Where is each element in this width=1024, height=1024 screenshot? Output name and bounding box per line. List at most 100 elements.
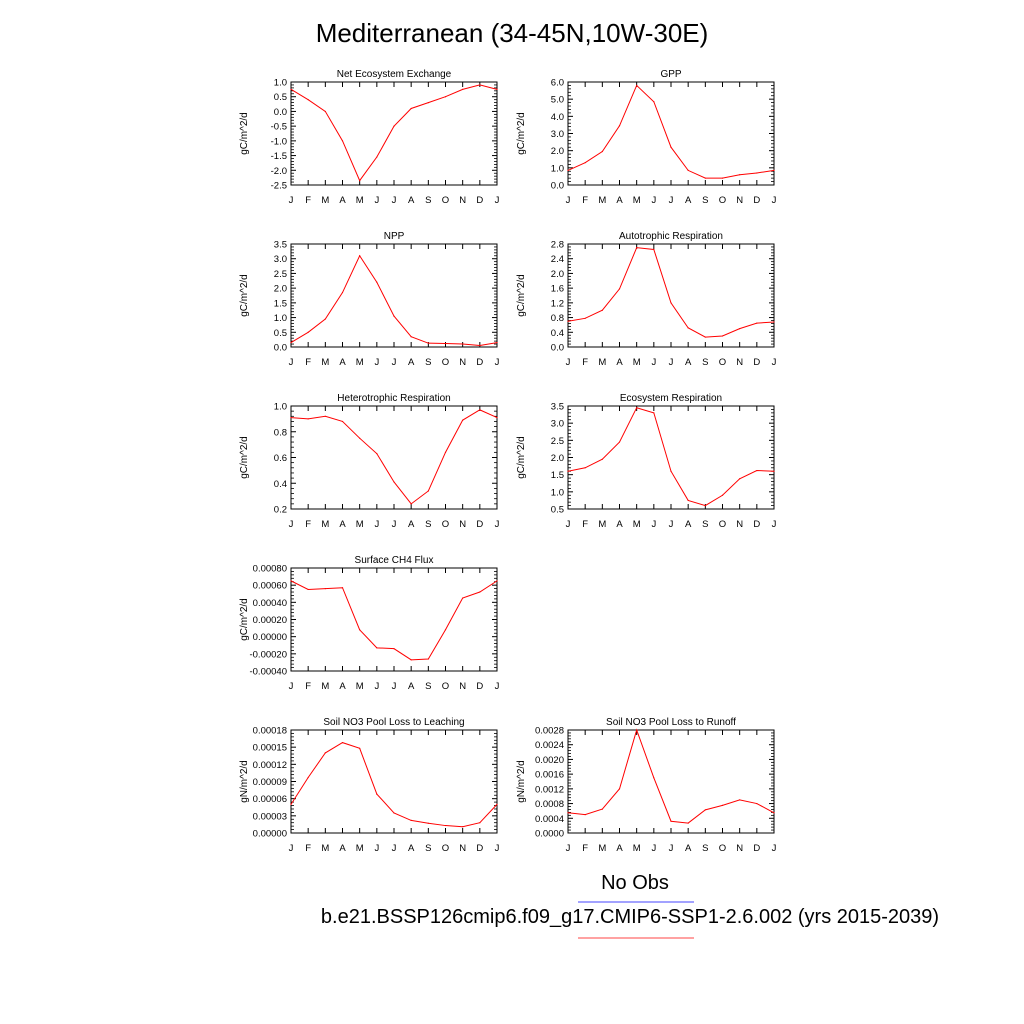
data-point	[376, 647, 378, 649]
x-tick-label: O	[442, 195, 449, 206]
data-point	[324, 110, 326, 113]
x-tick-label: N	[459, 519, 466, 530]
data-point	[567, 470, 569, 472]
x-tick-label: J	[772, 843, 777, 854]
y-tick-label: 1.5	[551, 470, 564, 481]
series-line	[290, 409, 498, 505]
x-tick-label: F	[582, 843, 588, 854]
data-point	[462, 826, 464, 828]
y-tick-label: 0.00060	[253, 581, 287, 592]
x-tick-label: F	[305, 519, 311, 530]
y-tick-label: 0.00003	[253, 811, 287, 822]
y-tick-label: 0.0000	[535, 829, 564, 840]
y-tick-label: 0.00000	[253, 632, 287, 643]
x-tick-label: F	[582, 519, 588, 530]
data-point	[687, 499, 689, 502]
data-point	[618, 288, 621, 290]
panel-ecosystem-respiration: Ecosystem Respiration gC/m^2/d 3.5 3.0 2.5 2.…	[516, 393, 777, 530]
data-point	[584, 814, 586, 816]
x-tick-label: O	[719, 519, 726, 530]
data-point	[739, 799, 741, 801]
y-tick-label: 0.00012	[253, 760, 287, 771]
y-tick-label: 0.8	[274, 427, 287, 438]
x-tick-label: M	[356, 843, 364, 854]
data-point	[704, 809, 706, 811]
x-tick-label: A	[685, 843, 692, 854]
data-point	[653, 412, 655, 414]
plot-frame	[290, 567, 498, 672]
series-line	[290, 84, 498, 182]
x-tick-label: J	[392, 843, 397, 854]
data-point	[756, 172, 758, 174]
y-tick-label: 0.4	[551, 328, 564, 339]
data-point	[410, 336, 412, 338]
x-tick-label: M	[598, 357, 606, 368]
x-tick-label: S	[702, 519, 708, 530]
x-tick-label: M	[633, 357, 641, 368]
y-tick-label: 1.6	[551, 284, 564, 295]
data-point	[721, 494, 724, 496]
x-tick-label: J	[495, 357, 500, 368]
x-tick-label: S	[425, 681, 431, 692]
panel-title: Net Ecosystem Exchange	[337, 69, 452, 80]
data-point	[756, 322, 758, 324]
y-tick-label: 1.5	[274, 298, 287, 309]
y-tick-label: 1.0	[274, 313, 287, 324]
data-point	[290, 803, 292, 805]
data-point	[427, 102, 429, 104]
data-point	[341, 420, 344, 423]
x-tick-label: D	[476, 357, 483, 368]
y-tick-label: 2.8	[551, 240, 564, 251]
x-tick-label: J	[374, 843, 379, 854]
data-point	[567, 169, 569, 172]
panel-title: Soil NO3 Pool Loss to Runoff	[606, 717, 736, 728]
y-tick-label: 5.0	[551, 95, 564, 106]
data-point	[670, 302, 672, 304]
x-tick-label: A	[616, 195, 623, 206]
x-tick-label: J	[566, 357, 571, 368]
x-tick-label: J	[772, 357, 777, 368]
x-tick-label: J	[495, 681, 500, 692]
y-tick-label: 2.0	[551, 453, 564, 464]
panel-surface-ch4-flux: Surface CH4 Flux gC/m^2/d 0.00080 0.00060 0.…	[239, 555, 500, 692]
y-tick-label: 1.0	[551, 487, 564, 498]
y-axis-label: gC/m^2/d	[239, 274, 250, 317]
x-tick-label: J	[566, 195, 571, 206]
legend-case-label: b.e21.BSSP126cmip6.f09_g17.CMIP6-SSP1-2.…	[320, 906, 940, 928]
data-point	[307, 331, 309, 333]
x-tick-label: J	[495, 843, 500, 854]
x-tick-label: J	[392, 195, 397, 206]
y-tick-label: 0.00018	[253, 726, 287, 737]
x-tick-label: N	[736, 195, 743, 206]
data-point	[721, 804, 724, 807]
x-tick-label: J	[392, 681, 397, 692]
data-point	[393, 125, 395, 127]
data-point	[376, 281, 378, 283]
y-tick-label: 2.0	[551, 146, 564, 157]
x-tick-label: J	[669, 843, 674, 854]
x-tick-label: M	[321, 519, 329, 530]
x-tick-label: J	[669, 357, 674, 368]
x-tick-label: S	[425, 843, 431, 854]
data-point	[773, 812, 775, 814]
data-point	[773, 321, 775, 323]
x-tick-label: J	[651, 195, 656, 206]
x-tick-label: M	[356, 519, 364, 530]
y-tick-label: -1.0	[271, 136, 287, 147]
data-point	[687, 169, 689, 172]
data-point	[324, 415, 326, 417]
x-tick-label: A	[685, 519, 692, 530]
panel-title: Soil NO3 Pool Loss to Leaching	[323, 717, 464, 728]
y-tick-label: 0.8	[551, 313, 564, 324]
data-point	[393, 315, 395, 317]
data-point	[584, 162, 586, 164]
x-tick-label: N	[459, 843, 466, 854]
data-point	[341, 587, 344, 589]
x-tick-label: J	[651, 357, 656, 368]
y-tick-label: 0.00000	[253, 829, 287, 840]
data-point	[618, 441, 621, 443]
panel-title: Autotrophic Respiration	[619, 231, 723, 242]
x-tick-label: M	[356, 357, 364, 368]
x-tick-label: S	[702, 195, 708, 206]
data-point	[584, 317, 586, 319]
